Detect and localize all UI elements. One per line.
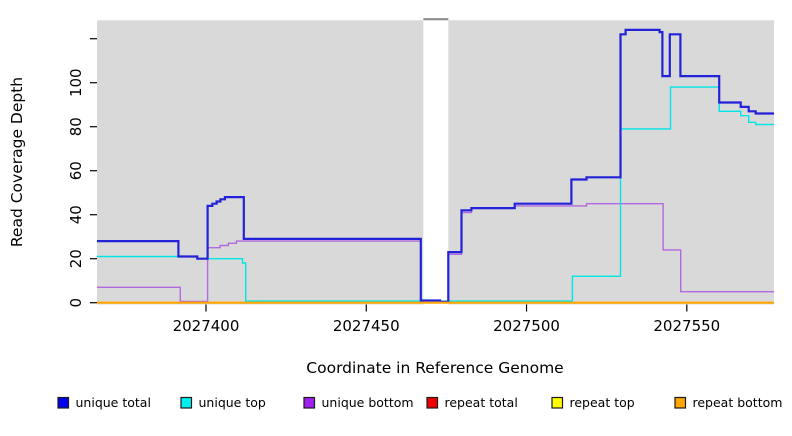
legend-swatch-unique-top: [180, 396, 193, 409]
legend-swatch-repeat-bottom: [674, 396, 687, 409]
legend-label: unique top: [199, 395, 266, 410]
legend-swatch-unique-total: [57, 396, 70, 409]
gap-band-cap: [423, 18, 449, 21]
legend-label: unique total: [76, 395, 151, 410]
legend-item-unique-bottom: unique bottom: [303, 395, 414, 410]
x-axis-title: Coordinate in Reference Genome: [306, 359, 563, 377]
legend-item-repeat-total: repeat total: [426, 395, 518, 410]
y-tick-label: 20: [67, 249, 85, 268]
legend-swatch-repeat-top: [551, 396, 564, 409]
x-tick-label: 2027400: [173, 317, 240, 335]
y-tick-label: 100: [67, 68, 85, 97]
x-tick-label: 2027500: [493, 317, 560, 335]
x-tick-label: 2027550: [653, 317, 720, 335]
series-unique-top-line: [97, 86, 774, 302]
series-lines: [97, 28, 774, 304]
legend-label: repeat top: [570, 395, 635, 410]
legend-label: unique bottom: [322, 395, 414, 410]
legend-item-repeat-bottom: repeat bottom: [674, 395, 783, 410]
legend: unique total unique top unique bottom repea…: [57, 395, 783, 410]
series-unique-total-line: [97, 28, 774, 303]
y-tick-label: 0: [67, 298, 85, 308]
y-tick-label: 40: [67, 205, 85, 224]
legend-label: repeat total: [445, 395, 518, 410]
x-axis: 2027400 2027450 2027500 2027550: [173, 304, 720, 335]
legend-swatch-unique-bottom: [303, 396, 316, 409]
y-axis-title: Read Coverage Depth: [8, 77, 26, 247]
legend-swatch-repeat-total: [426, 396, 439, 409]
y-tick-label: 60: [67, 161, 85, 180]
legend-item-unique-total: unique total: [57, 395, 151, 410]
y-tick-label: 80: [67, 117, 85, 136]
x-tick-label: 2027450: [333, 317, 400, 335]
legend-item-repeat-top: repeat top: [551, 395, 635, 410]
y-axis: 0 20 40 60 80 100: [67, 38, 97, 308]
gap-band: [423, 20, 449, 305]
legend-item-unique-top: unique top: [180, 395, 266, 410]
legend-label: repeat bottom: [693, 395, 783, 410]
